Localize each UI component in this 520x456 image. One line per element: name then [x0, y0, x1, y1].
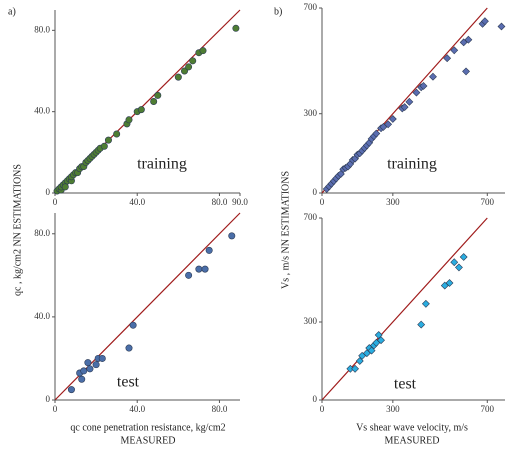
identity-line [321, 217, 488, 401]
x-tick-label: 0 [53, 404, 58, 414]
point [459, 253, 468, 261]
point [374, 331, 383, 339]
y-tick-label: 0 [46, 187, 51, 197]
point [189, 57, 197, 65]
y-tick-label: 80.0 [34, 228, 50, 238]
point [104, 136, 112, 144]
y-tick-label: 700 [304, 212, 318, 222]
point [384, 120, 393, 129]
point [195, 265, 203, 273]
y-tick-label: 40.0 [34, 311, 50, 321]
point [205, 246, 213, 254]
point [417, 320, 426, 329]
point [351, 364, 359, 373]
x-tick-label: 0 [320, 404, 325, 414]
point [199, 47, 207, 55]
x-tick-label: 700 [481, 404, 495, 414]
point [185, 63, 193, 71]
point [174, 73, 182, 81]
point [372, 129, 381, 138]
point [98, 354, 106, 362]
panel-label: b) [274, 6, 282, 17]
point [481, 17, 489, 26]
point [80, 367, 88, 375]
x-axis-label: MEASURED [384, 435, 439, 446]
x-tick-label: 80.0 [212, 404, 228, 414]
point [400, 103, 409, 112]
point [443, 54, 452, 63]
point [450, 46, 459, 55]
x-tick-label: 80.0 [212, 197, 228, 207]
x-tick-label: 300 [386, 197, 400, 207]
point [388, 115, 397, 123]
x-tick-label: 0 [53, 197, 58, 207]
annotation: training [387, 156, 437, 173]
annotation: test [394, 376, 417, 393]
point [232, 24, 240, 32]
y-tick-label: 0 [313, 394, 318, 404]
point [154, 91, 162, 99]
point [61, 183, 69, 191]
point [450, 258, 459, 267]
point [455, 263, 463, 272]
x-axis-label: Vs shear wave velocity, m/s [356, 422, 468, 433]
y-tick-label: 300 [304, 108, 318, 118]
point [201, 265, 209, 273]
point [497, 22, 506, 31]
point [92, 361, 100, 369]
point [67, 386, 75, 394]
x-tick-label: 40.0 [129, 404, 145, 414]
y-tick-label: 40.0 [34, 106, 50, 116]
point [429, 72, 437, 81]
point [113, 130, 121, 138]
y-axis-label: Vs , m/s NN ESTIMATIONS [280, 171, 291, 289]
panel-label: a) [8, 6, 16, 17]
point [421, 299, 430, 308]
y-tick-label: 80.0 [34, 24, 50, 34]
point [464, 35, 473, 44]
point [129, 321, 137, 329]
point [125, 116, 133, 124]
point [84, 359, 92, 367]
x-tick-label: 0 [320, 197, 325, 207]
x-tick-label: 300 [386, 404, 400, 414]
point [86, 365, 94, 373]
point [367, 346, 376, 355]
annotation: test [117, 374, 140, 391]
x-tick-label: 90.0 [232, 197, 248, 207]
x-tick-label: 700 [481, 197, 495, 207]
point [137, 106, 145, 114]
x-axis-label: MEASURED [120, 435, 175, 446]
point [185, 271, 193, 279]
point [412, 88, 421, 97]
point [228, 232, 236, 240]
point [125, 344, 133, 352]
point [100, 142, 108, 150]
point [78, 375, 86, 383]
x-tick-label: 40.0 [129, 197, 145, 207]
annotation: training [137, 156, 187, 173]
point [377, 336, 385, 345]
y-axis-label: qc , kg/cm2 NN ESTIMATIONS [12, 164, 23, 296]
point [355, 357, 364, 365]
point [150, 98, 158, 106]
y-tick-label: 0 [313, 187, 318, 197]
point [462, 67, 470, 76]
y-tick-label: 0 [46, 394, 51, 404]
point [445, 279, 454, 287]
point [405, 97, 414, 106]
point [181, 67, 189, 75]
x-axis-label: qc cone penetration resistance, kg/cm2 [70, 422, 225, 433]
y-tick-label: 300 [304, 316, 318, 326]
point [419, 82, 428, 90]
y-tick-label: 700 [304, 2, 318, 12]
